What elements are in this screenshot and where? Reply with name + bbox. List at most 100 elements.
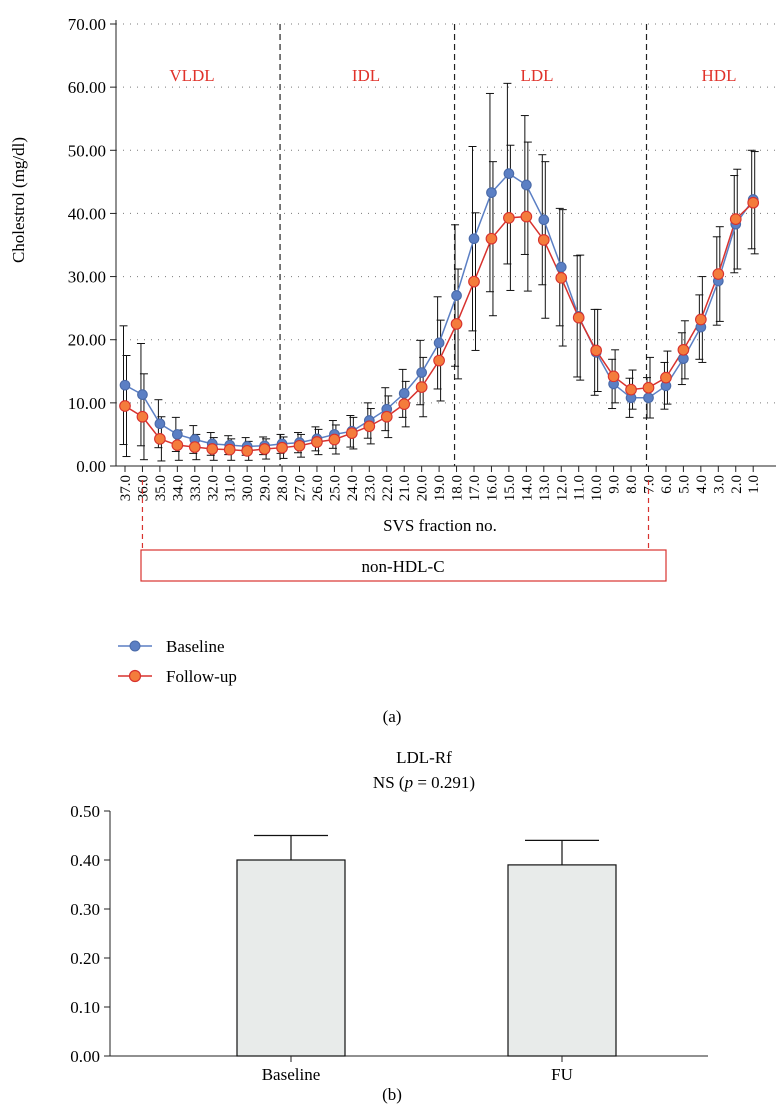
b-y-tick-label-5: 0.50 <box>70 802 100 821</box>
a-point-followup-2 <box>154 432 166 445</box>
a-x-tick-label-11: 26.0 <box>310 475 326 501</box>
a-y-tick-label-1: 10.00 <box>68 394 106 413</box>
a-x-tick-label-1: 36.0 <box>135 475 151 501</box>
a-point-followup-26 <box>572 311 585 324</box>
a-point-baseline-23 <box>520 179 532 191</box>
a-x-tick-label-7: 30.0 <box>240 475 256 501</box>
a-x-tick-label-3: 34.0 <box>170 475 186 501</box>
a-x-tick-label-25: 12.0 <box>554 475 570 501</box>
a-point-followup-21 <box>485 232 498 245</box>
a-point-followup-9 <box>276 441 288 454</box>
a-x-tick-label-31: 6.0 <box>659 475 675 494</box>
a-point-followup-33 <box>694 313 707 326</box>
a-series-group <box>119 82 760 462</box>
a-x-tick-label-27: 10.0 <box>589 475 605 501</box>
a-x-tick-label-22: 15.0 <box>502 475 518 501</box>
b-x-tick-label-fu: FU <box>551 1065 573 1084</box>
b-y-tick-label-0: 0.00 <box>70 1047 100 1066</box>
a-x-tick-label-15: 22.0 <box>380 475 396 501</box>
b-y-tick-label-3: 0.30 <box>70 900 100 919</box>
b-bars-group: Baseline FU <box>236 834 617 1084</box>
b-y-tick-label-1: 0.10 <box>70 998 100 1017</box>
a-line-baseline <box>124 172 754 448</box>
b-title: LDL-Rf <box>396 748 452 767</box>
a-x-tick-label-24: 13.0 <box>537 475 553 501</box>
a-point-followup-6 <box>223 443 236 456</box>
a-legend: Baseline Follow-up <box>118 637 237 686</box>
a-point-followup-4 <box>188 441 201 453</box>
non-hdl-box <box>140 549 667 582</box>
a-point-followup-28 <box>607 370 620 383</box>
a-point-followup-0 <box>119 400 131 412</box>
a-x-tick-label-21: 16.0 <box>484 475 500 501</box>
a-point-followup-11 <box>311 436 323 448</box>
a-x-axis-label: SVS fraction no. <box>383 516 497 535</box>
a-x-tick-label-14: 23.0 <box>362 475 378 501</box>
a-point-baseline-3 <box>172 429 183 440</box>
region-label-vldl: VLDL <box>169 66 214 85</box>
a-x-tick-label-34: 3.0 <box>711 475 727 494</box>
a-y-tick-label-6: 60.00 <box>68 78 106 97</box>
a-point-followup-8 <box>258 443 271 455</box>
a-point-followup-10 <box>293 439 306 452</box>
a-x-tick-label-16: 21.0 <box>397 475 413 501</box>
a-x-tick-label-19: 18.0 <box>450 475 466 501</box>
a-point-followup-23 <box>520 210 533 223</box>
a-point-followup-30 <box>642 381 655 394</box>
a-x-tick-label-17: 20.0 <box>415 475 431 501</box>
a-x-tick-label-5: 32.0 <box>205 475 221 501</box>
a-x-tick-label-6: 31.0 <box>223 475 239 501</box>
a-line-followup <box>124 202 754 452</box>
b-bar-baseline <box>236 859 346 1057</box>
a-x-tick-label-28: 9.0 <box>607 475 623 494</box>
non-hdl-bracket: non-HDL-C <box>140 480 667 582</box>
a-errorbars-followup <box>122 141 759 462</box>
legend-item-baseline: Baseline <box>118 637 225 656</box>
b-y-tick-label-2: 0.20 <box>70 949 100 968</box>
a-point-followup-3 <box>171 439 184 452</box>
a-point-followup-19 <box>450 318 463 330</box>
a-point-baseline-22 <box>503 168 515 179</box>
a-point-followup-20 <box>468 275 480 288</box>
a-point-followup-35 <box>729 213 742 225</box>
a-x-tick-label-8: 29.0 <box>258 475 274 501</box>
a-point-baseline-24 <box>538 214 550 226</box>
a-point-followup-7 <box>241 444 253 457</box>
a-point-baseline-25 <box>555 261 567 273</box>
a-point-followup-27 <box>590 344 603 357</box>
region-label-hdl: HDL <box>702 66 737 85</box>
a-y-tick-label-7: 70.00 <box>68 15 106 34</box>
region-label-ldl: LDL <box>520 66 553 85</box>
legend-item-followup: Follow-up <box>118 667 237 686</box>
b-y-axis: 0.00 0.10 0.20 0.30 0.40 0.50 <box>70 802 708 1066</box>
a-point-followup-36 <box>747 196 760 209</box>
a-point-followup-15 <box>380 410 393 423</box>
a-x-tick-label-30: 7.0 <box>642 475 658 494</box>
b-x-tick-label-baseline: Baseline <box>262 1065 321 1084</box>
a-point-followup-5 <box>206 443 219 455</box>
a-x-tick-label-10: 27.0 <box>293 475 309 501</box>
a-point-baseline-17 <box>416 367 428 378</box>
a-markers-followup <box>119 196 760 457</box>
a-point-followup-13 <box>346 427 358 440</box>
region-label-idl: IDL <box>352 66 380 85</box>
a-point-followup-18 <box>433 354 445 367</box>
a-point-baseline-18 <box>433 337 445 349</box>
a-point-followup-32 <box>677 343 690 356</box>
a-x-axis: 37.0 36.0 35.0 34.0 33.0 32.0 31.0 30.0 29.0 28.0… <box>116 465 776 501</box>
b-subtitle: NS (p = 0.291) <box>373 773 475 792</box>
a-point-baseline-16 <box>398 388 410 399</box>
panel-b-label: (b) <box>382 1085 402 1104</box>
non-hdl-label: non-HDL-C <box>361 557 444 576</box>
a-point-baseline-30 <box>643 392 654 404</box>
a-y-tick-label-5: 50.00 <box>68 141 106 160</box>
a-y-axis-label: Cholestrol (mg/dl) <box>9 137 28 263</box>
a-point-baseline-20 <box>468 233 480 245</box>
a-x-tick-label-4: 33.0 <box>188 475 204 501</box>
b-subtitle-post: = 0.291) <box>413 773 475 792</box>
a-x-tick-label-2: 35.0 <box>153 475 169 501</box>
a-x-tick-label-23: 14.0 <box>519 475 535 501</box>
a-point-followup-31 <box>660 371 672 384</box>
legend-label-baseline: Baseline <box>166 637 225 656</box>
